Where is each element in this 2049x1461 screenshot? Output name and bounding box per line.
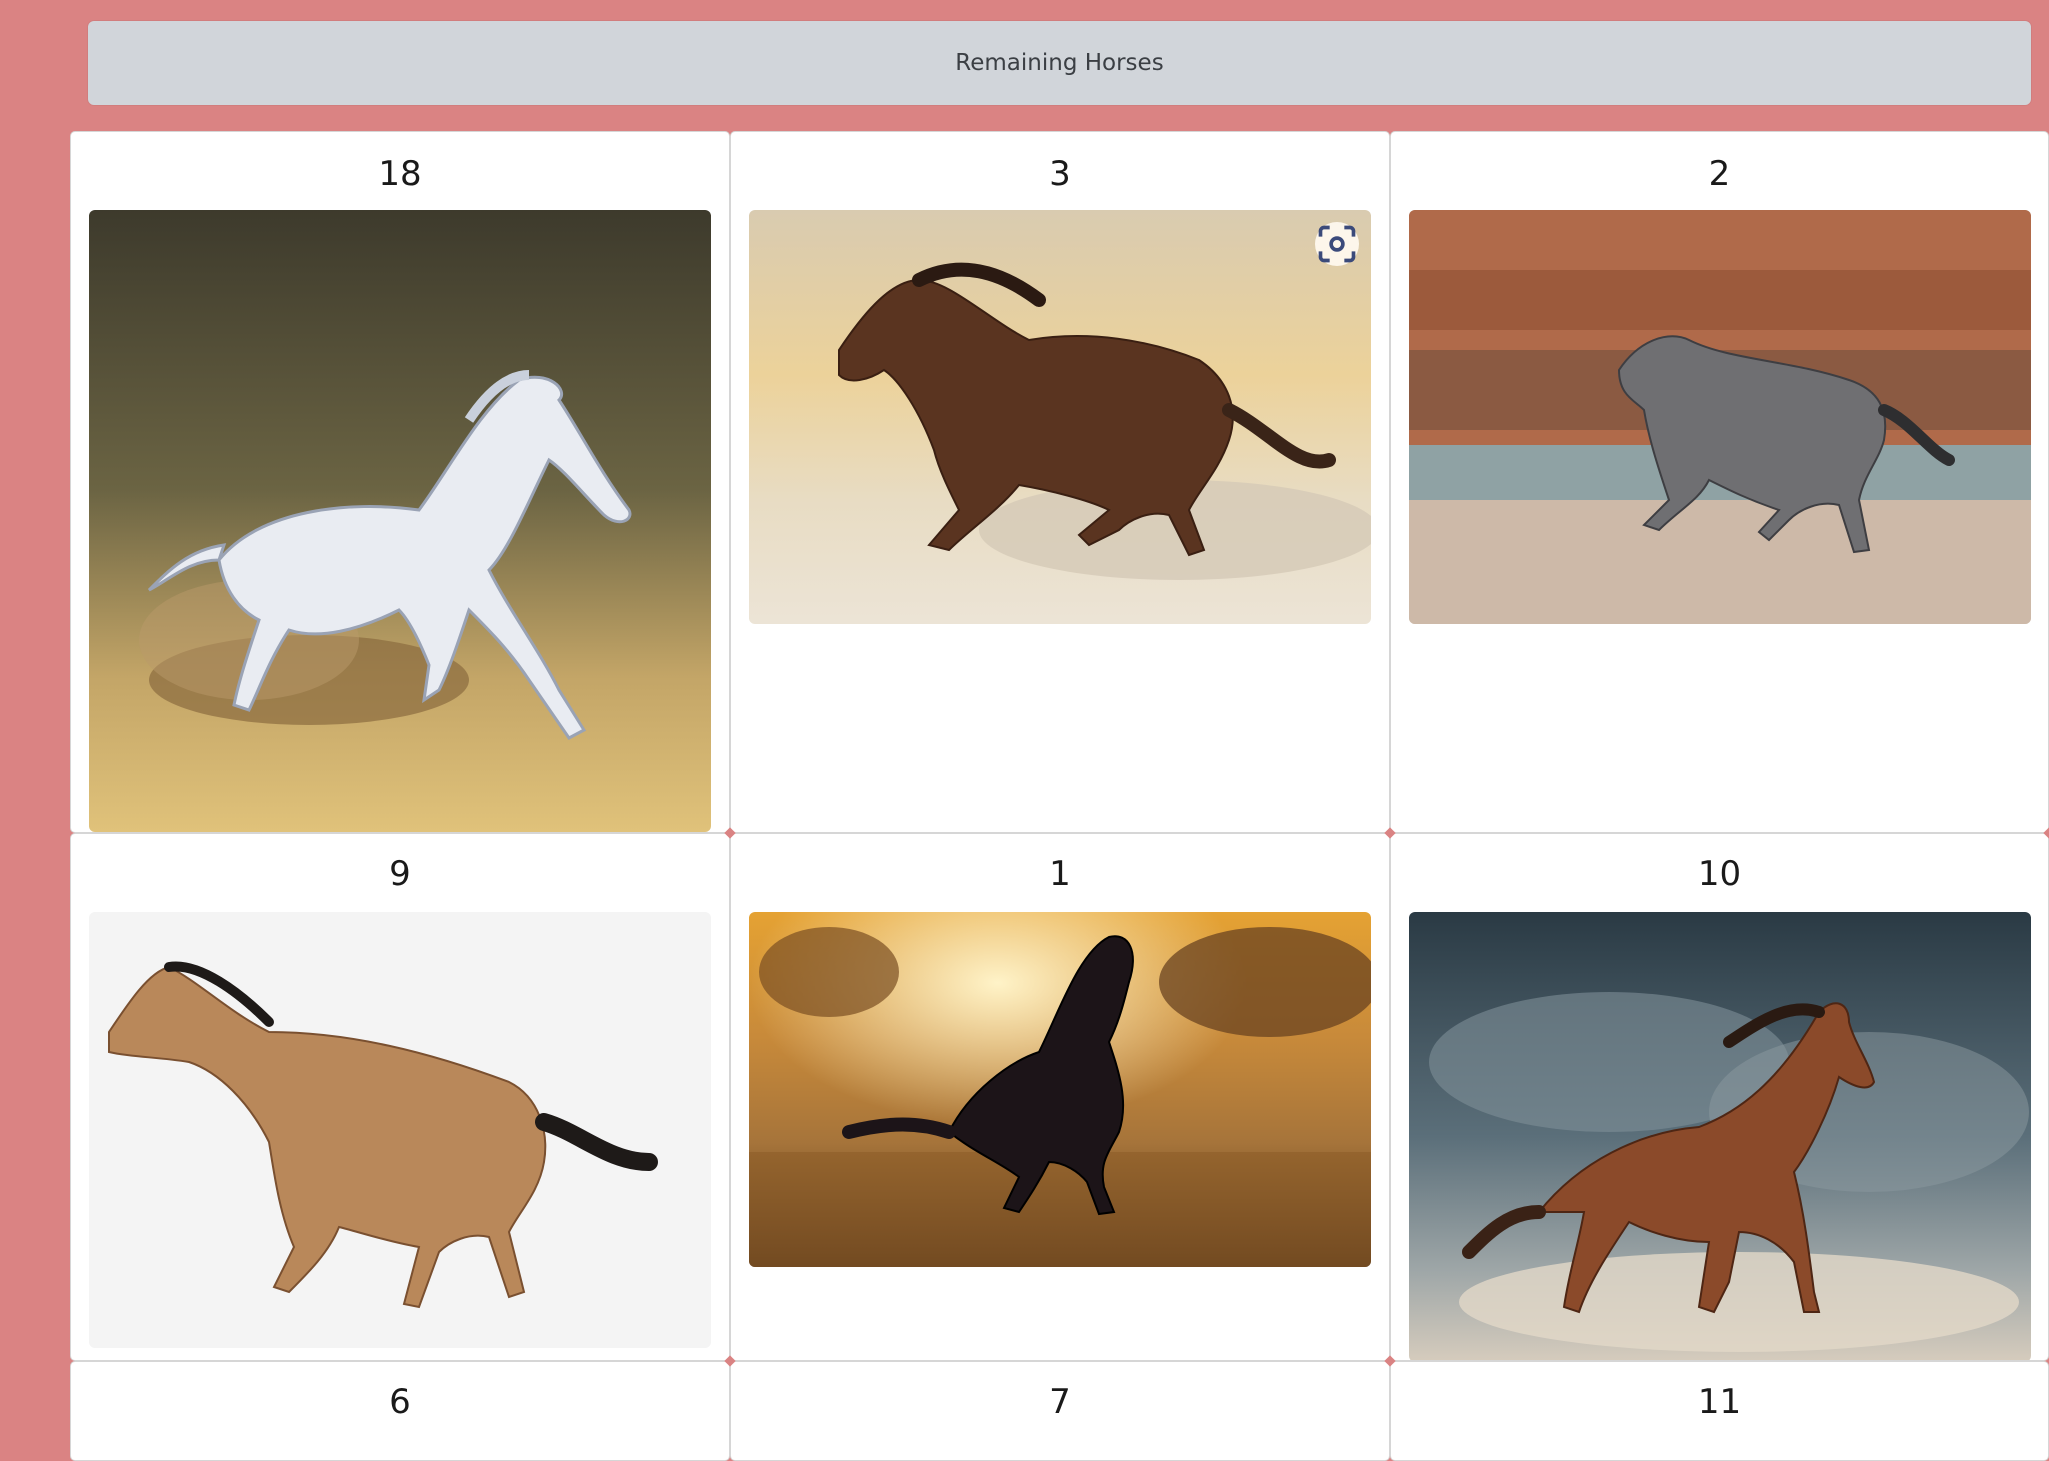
- horse-card[interactable]: 2: [1390, 131, 2049, 833]
- horse-image[interactable]: [89, 210, 711, 832]
- horse-card[interactable]: 18: [70, 131, 730, 833]
- horse-number: 11: [1697, 1382, 1742, 1422]
- horse-number: 18: [378, 154, 422, 194]
- horse-image[interactable]: [1409, 210, 2031, 624]
- horse-number: 7: [1049, 1382, 1071, 1422]
- horse-card[interactable]: 3: [730, 131, 1390, 833]
- horse-card[interactable]: 10: [1390, 833, 2049, 1361]
- horse-number: 1: [1049, 854, 1071, 894]
- horse-card[interactable]: 6: [70, 1361, 730, 1461]
- horse-card[interactable]: 11: [1390, 1361, 2049, 1461]
- horse-number: 9: [389, 854, 411, 894]
- horse-image[interactable]: [749, 210, 1371, 624]
- visual-search-button[interactable]: [1315, 222, 1359, 266]
- horse-image[interactable]: [749, 912, 1371, 1267]
- horse-image[interactable]: [1409, 912, 2031, 1360]
- horse-card[interactable]: 9: [70, 833, 730, 1361]
- remaining-horses-button[interactable]: Remaining Horses: [88, 21, 2031, 105]
- horse-card[interactable]: 1: [730, 833, 1390, 1361]
- horse-number: 10: [1697, 854, 1742, 894]
- horse-number: 6: [389, 1382, 411, 1422]
- horse-number: 2: [1708, 154, 1731, 194]
- horse-image[interactable]: [89, 912, 711, 1348]
- horse-card[interactable]: 7: [730, 1361, 1390, 1461]
- lens-icon: [1318, 225, 1356, 263]
- horse-number: 3: [1049, 154, 1071, 194]
